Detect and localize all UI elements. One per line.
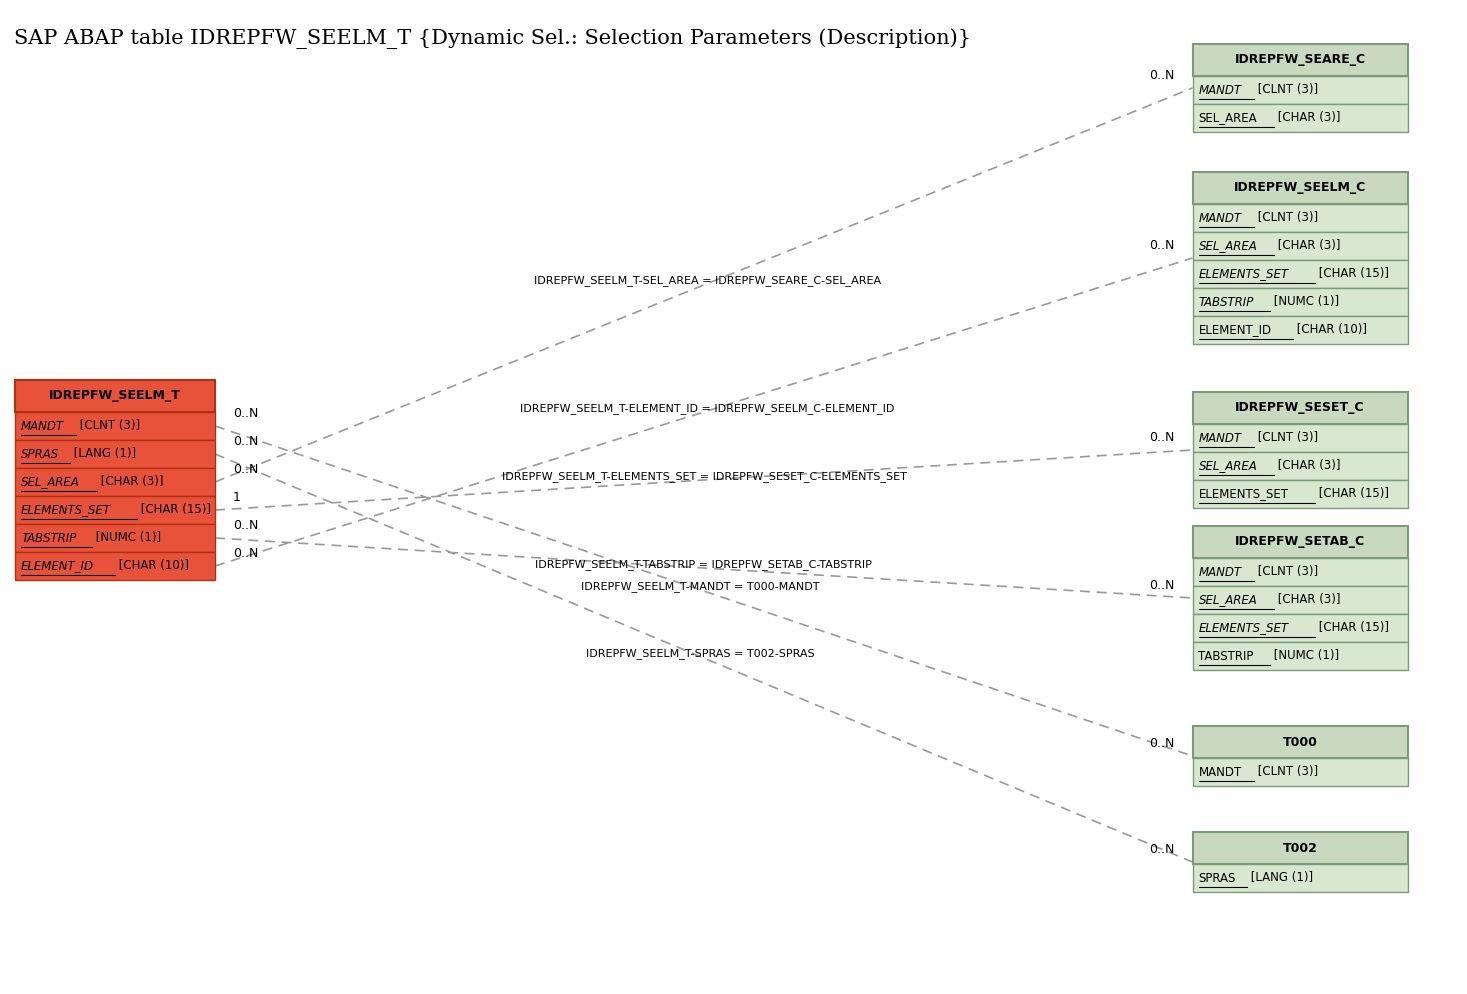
Text: 1: 1 (233, 491, 241, 504)
Bar (15, 440, 216, 468)
Text: SEL_AREA: SEL_AREA (1199, 593, 1257, 606)
Text: MANDT: MANDT (1199, 83, 1241, 96)
Bar (1193, 392, 1407, 424)
Text: SPRAS: SPRAS (21, 447, 59, 460)
Bar (1193, 44, 1407, 76)
Bar (1193, 758, 1407, 786)
Text: IDREPFW_SEELM_T: IDREPFW_SEELM_T (48, 390, 180, 403)
Text: SEL_AREA: SEL_AREA (1199, 459, 1257, 472)
Text: [CLNT (3)]: [CLNT (3)] (1254, 212, 1319, 225)
Bar (15, 496, 216, 524)
Text: MANDT: MANDT (1199, 566, 1241, 579)
Text: [CHAR (15)]: [CHAR (15)] (136, 504, 211, 517)
Bar (1193, 172, 1407, 204)
Bar (1193, 260, 1407, 288)
Text: [CLNT (3)]: [CLNT (3)] (1254, 431, 1319, 444)
Text: [CHAR (15)]: [CHAR (15)] (1314, 621, 1389, 634)
Bar (15, 468, 216, 496)
Text: [NUMC (1)]: [NUMC (1)] (1270, 295, 1339, 308)
Text: ELEMENTS_SET: ELEMENTS_SET (1199, 487, 1288, 501)
Text: [LANG (1)]: [LANG (1)] (1247, 872, 1313, 885)
Text: [NUMC (1)]: [NUMC (1)] (1270, 649, 1339, 662)
Bar (1193, 104, 1407, 132)
Text: IDREPFW_SEELM_T-SPRAS = T002-SPRAS: IDREPFW_SEELM_T-SPRAS = T002-SPRAS (585, 648, 814, 659)
Text: 0..N: 0..N (1149, 431, 1175, 444)
Bar (15, 380, 216, 412)
Bar (1193, 316, 1407, 344)
Text: [NUMC (1)]: [NUMC (1)] (92, 532, 161, 545)
Text: 0..N: 0..N (233, 519, 258, 532)
Text: IDREPFW_SEARE_C: IDREPFW_SEARE_C (1234, 54, 1366, 67)
Text: T002: T002 (1282, 842, 1317, 855)
Text: 0..N: 0..N (1149, 737, 1175, 750)
Text: SPRAS: SPRAS (1199, 872, 1235, 885)
Text: SEL_AREA: SEL_AREA (1199, 240, 1257, 252)
Text: MANDT: MANDT (1199, 765, 1241, 778)
Text: [CHAR (3)]: [CHAR (3)] (1275, 459, 1341, 472)
Text: SAP ABAP table IDREPFW_SEELM_T {Dynamic Sel.: Selection Parameters (Description): SAP ABAP table IDREPFW_SEELM_T {Dynamic … (15, 28, 971, 49)
Text: 0..N: 0..N (233, 547, 258, 560)
Text: [CLNT (3)]: [CLNT (3)] (1254, 83, 1319, 96)
Text: 0..N: 0..N (233, 463, 258, 476)
Bar (1193, 586, 1407, 614)
Bar (1193, 558, 1407, 586)
Text: IDREPFW_SEELM_C: IDREPFW_SEELM_C (1234, 182, 1366, 195)
Text: T000: T000 (1282, 736, 1317, 748)
Text: ELEMENT_ID: ELEMENT_ID (21, 560, 94, 573)
Bar (1193, 526, 1407, 558)
Bar (1193, 76, 1407, 104)
Text: 0..N: 0..N (1149, 239, 1175, 252)
Text: MANDT: MANDT (1199, 431, 1241, 444)
Text: IDREPFW_SEELM_T-ELEMENT_ID = IDREPFW_SEELM_C-ELEMENT_ID: IDREPFW_SEELM_T-ELEMENT_ID = IDREPFW_SEE… (519, 403, 893, 414)
Text: SEL_AREA: SEL_AREA (1199, 111, 1257, 124)
Bar (1193, 424, 1407, 452)
Text: IDREPFW_SESET_C: IDREPFW_SESET_C (1235, 402, 1364, 414)
Text: [CHAR (15)]: [CHAR (15)] (1314, 267, 1389, 280)
Text: [CHAR (3)]: [CHAR (3)] (1275, 240, 1341, 252)
Text: ELEMENTS_SET: ELEMENTS_SET (1199, 621, 1288, 634)
Text: [CLNT (3)]: [CLNT (3)] (1254, 566, 1319, 579)
Text: 0..N: 0..N (233, 407, 258, 420)
Text: IDREPFW_SETAB_C: IDREPFW_SETAB_C (1235, 536, 1366, 549)
Text: MANDT: MANDT (21, 419, 65, 432)
Text: [LANG (1)]: [LANG (1)] (70, 447, 136, 460)
Text: ELEMENT_ID: ELEMENT_ID (1199, 323, 1272, 337)
Text: [CLNT (3)]: [CLNT (3)] (1254, 765, 1319, 778)
Bar (1193, 452, 1407, 480)
Text: [CHAR (3)]: [CHAR (3)] (1275, 111, 1341, 124)
Bar (15, 412, 216, 440)
Bar (1193, 614, 1407, 642)
Bar (1193, 832, 1407, 864)
Text: 0..N: 0..N (1149, 843, 1175, 856)
Text: IDREPFW_SEELM_T-SEL_AREA = IDREPFW_SEARE_C-SEL_AREA: IDREPFW_SEELM_T-SEL_AREA = IDREPFW_SEARE… (534, 275, 882, 286)
Text: [CHAR (10)]: [CHAR (10)] (1292, 323, 1367, 337)
Text: TABSTRIP: TABSTRIP (1199, 649, 1254, 662)
Bar (1193, 726, 1407, 758)
Bar (1193, 204, 1407, 232)
Text: [CHAR (3)]: [CHAR (3)] (97, 475, 163, 488)
Bar (15, 524, 216, 552)
Text: SEL_AREA: SEL_AREA (21, 475, 79, 488)
Text: 0..N: 0..N (1149, 579, 1175, 592)
Text: ELEMENTS_SET: ELEMENTS_SET (21, 504, 111, 517)
Bar (1193, 642, 1407, 670)
Text: 0..N: 0..N (233, 435, 258, 448)
Text: [CHAR (15)]: [CHAR (15)] (1314, 487, 1389, 501)
Text: IDREPFW_SEELM_T-MANDT = T000-MANDT: IDREPFW_SEELM_T-MANDT = T000-MANDT (581, 581, 820, 592)
Text: 0..N: 0..N (1149, 69, 1175, 82)
Bar (1193, 480, 1407, 508)
Text: [CHAR (3)]: [CHAR (3)] (1275, 593, 1341, 606)
Text: TABSTRIP: TABSTRIP (21, 532, 76, 545)
Text: [CHAR (10)]: [CHAR (10)] (116, 560, 189, 573)
Bar (15, 552, 216, 580)
Text: MANDT: MANDT (1199, 212, 1241, 225)
Text: [CLNT (3)]: [CLNT (3)] (76, 419, 141, 432)
Text: IDREPFW_SEELM_T-ELEMENTS_SET = IDREPFW_SESET_C-ELEMENTS_SET: IDREPFW_SEELM_T-ELEMENTS_SET = IDREPFW_S… (502, 471, 907, 482)
Bar (1193, 288, 1407, 316)
Text: TABSTRIP: TABSTRIP (1199, 295, 1254, 308)
Bar (1193, 864, 1407, 892)
Bar (1193, 232, 1407, 260)
Text: ELEMENTS_SET: ELEMENTS_SET (1199, 267, 1288, 280)
Text: IDREPFW_SEELM_T-TABSTRIP = IDREPFW_SETAB_C-TABSTRIP: IDREPFW_SEELM_T-TABSTRIP = IDREPFW_SETAB… (534, 559, 871, 570)
